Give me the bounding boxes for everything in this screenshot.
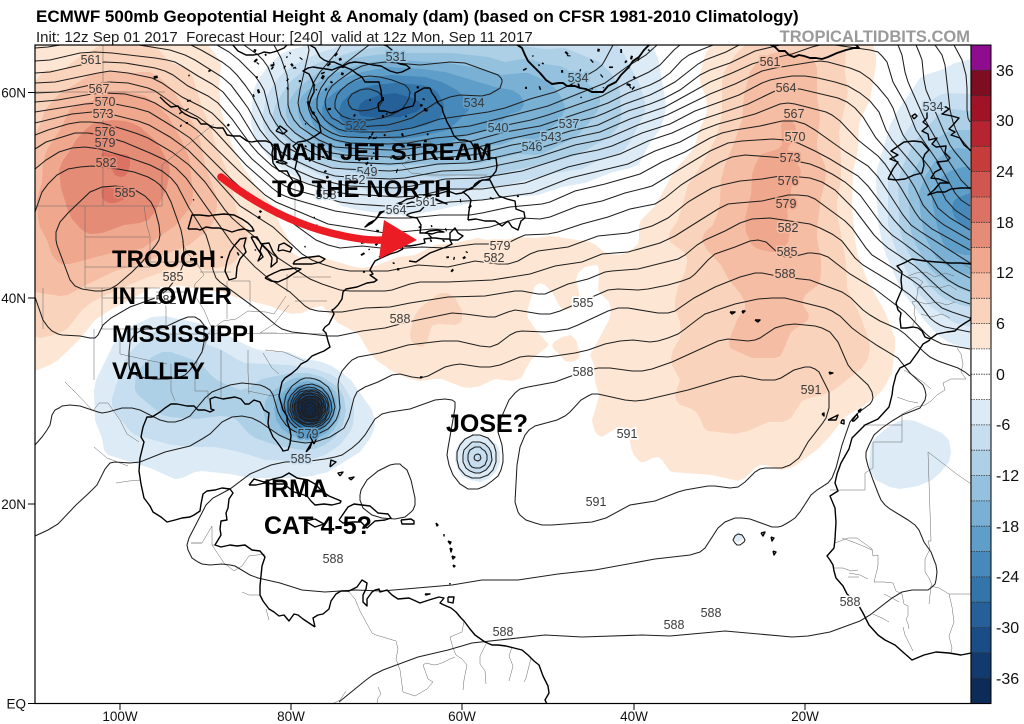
svg-text:100W: 100W bbox=[102, 709, 138, 724]
svg-text:573: 573 bbox=[780, 151, 801, 165]
svg-text:579: 579 bbox=[776, 197, 797, 211]
svg-text:549: 549 bbox=[357, 165, 378, 179]
svg-text:582: 582 bbox=[156, 293, 177, 307]
svg-text:-12: -12 bbox=[996, 468, 1019, 485]
svg-text:18: 18 bbox=[996, 215, 1014, 232]
svg-text:80W: 80W bbox=[277, 709, 305, 724]
svg-text:20W: 20W bbox=[791, 709, 819, 724]
svg-text:537: 537 bbox=[559, 117, 580, 131]
svg-text:-30: -30 bbox=[996, 620, 1019, 637]
svg-text:588: 588 bbox=[664, 618, 685, 632]
svg-text:60W: 60W bbox=[448, 709, 476, 724]
svg-text:570: 570 bbox=[785, 130, 806, 144]
svg-text:534: 534 bbox=[464, 96, 485, 110]
svg-text:582: 582 bbox=[778, 221, 799, 235]
svg-text:564: 564 bbox=[386, 203, 407, 217]
svg-text:588: 588 bbox=[701, 606, 722, 620]
svg-text:20N: 20N bbox=[1, 497, 26, 512]
svg-text:582: 582 bbox=[96, 156, 117, 170]
svg-text:531: 531 bbox=[386, 50, 407, 64]
svg-text:588: 588 bbox=[573, 365, 594, 379]
svg-text:552: 552 bbox=[345, 173, 366, 187]
svg-text:546: 546 bbox=[522, 140, 543, 154]
svg-text:579: 579 bbox=[490, 239, 511, 253]
svg-text:558: 558 bbox=[316, 188, 337, 202]
svg-text:564: 564 bbox=[776, 81, 797, 95]
svg-text:561: 561 bbox=[416, 195, 437, 209]
svg-text:591: 591 bbox=[801, 383, 822, 397]
svg-text:567: 567 bbox=[784, 107, 805, 121]
svg-text:24: 24 bbox=[996, 164, 1014, 181]
svg-text:582: 582 bbox=[484, 251, 505, 265]
svg-text:-24: -24 bbox=[996, 569, 1019, 586]
svg-text:TO THE NORTH: TO THE NORTH bbox=[272, 176, 452, 203]
svg-text:585: 585 bbox=[291, 452, 312, 466]
svg-text:-6: -6 bbox=[996, 417, 1010, 434]
svg-text:540: 540 bbox=[488, 121, 509, 135]
svg-text:585: 585 bbox=[573, 296, 594, 310]
svg-text:534: 534 bbox=[923, 100, 944, 114]
svg-text:IRMA: IRMA bbox=[264, 475, 328, 503]
svg-text:591: 591 bbox=[586, 495, 607, 509]
svg-text:561: 561 bbox=[760, 55, 781, 69]
svg-text:579: 579 bbox=[95, 136, 116, 150]
svg-text:JOSE?: JOSE? bbox=[446, 410, 528, 438]
svg-text:579: 579 bbox=[298, 427, 319, 441]
svg-text:576: 576 bbox=[778, 174, 799, 188]
svg-text:588: 588 bbox=[390, 312, 411, 326]
svg-text:VALLEY: VALLEY bbox=[112, 358, 205, 385]
svg-text:40W: 40W bbox=[620, 709, 648, 724]
svg-text:30: 30 bbox=[996, 113, 1014, 130]
svg-text:591: 591 bbox=[617, 427, 638, 441]
svg-text:585: 585 bbox=[115, 186, 136, 200]
svg-text:TROPICALTIDBITS.COM: TROPICALTIDBITS.COM bbox=[780, 28, 970, 46]
svg-text:TROUGH: TROUGH bbox=[112, 246, 216, 273]
svg-text:570: 570 bbox=[95, 95, 116, 109]
svg-text:543: 543 bbox=[541, 130, 562, 144]
svg-text:36: 36 bbox=[996, 63, 1014, 80]
svg-text:588: 588 bbox=[775, 267, 796, 281]
svg-text:Init: 12z Sep 01 2017 Forecas: Init: 12z Sep 01 2017 Forecast Hour: [24… bbox=[36, 29, 533, 46]
svg-text:6: 6 bbox=[996, 316, 1005, 333]
svg-text:12: 12 bbox=[996, 265, 1014, 282]
svg-text:-36: -36 bbox=[996, 671, 1019, 688]
svg-text:567: 567 bbox=[89, 82, 110, 96]
svg-text:ECMWF 500mb Geopotential Heigh: ECMWF 500mb Geopotential Height & Anomal… bbox=[36, 7, 799, 26]
svg-text:522: 522 bbox=[346, 119, 367, 133]
svg-text:585: 585 bbox=[777, 245, 798, 259]
svg-text:IN LOWER: IN LOWER bbox=[112, 283, 232, 310]
svg-text:561: 561 bbox=[81, 53, 102, 67]
svg-text:588: 588 bbox=[323, 552, 344, 566]
svg-text:MISSISSIPPI: MISSISSIPPI bbox=[112, 321, 255, 348]
svg-text:40N: 40N bbox=[1, 291, 26, 306]
svg-text:576: 576 bbox=[95, 125, 116, 139]
svg-text:-18: -18 bbox=[996, 519, 1019, 536]
svg-text:588: 588 bbox=[493, 625, 514, 639]
svg-text:585: 585 bbox=[163, 270, 184, 284]
svg-text:MAIN JET STREAM: MAIN JET STREAM bbox=[272, 139, 492, 166]
svg-text:534: 534 bbox=[568, 71, 589, 85]
svg-text:EQ: EQ bbox=[6, 697, 26, 712]
svg-text:60N: 60N bbox=[1, 86, 26, 101]
svg-text:CAT 4-5?: CAT 4-5? bbox=[264, 512, 372, 540]
svg-text:588: 588 bbox=[840, 595, 861, 609]
svg-text:0: 0 bbox=[996, 367, 1005, 384]
svg-text:573: 573 bbox=[93, 107, 114, 121]
